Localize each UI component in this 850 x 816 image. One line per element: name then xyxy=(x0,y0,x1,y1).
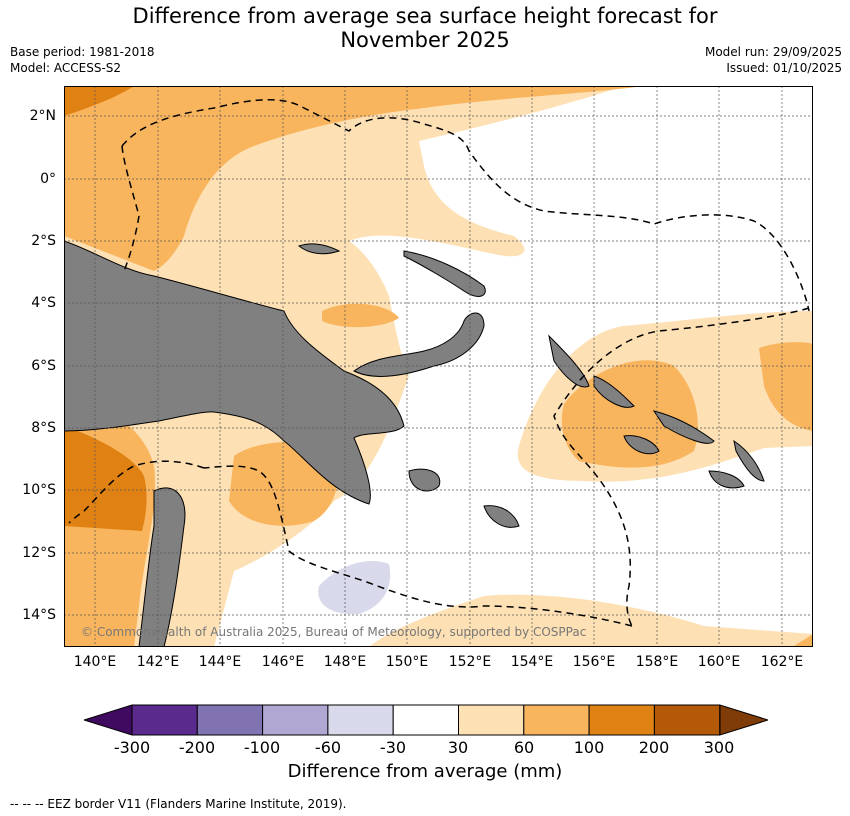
colorbar-tick: -60 xyxy=(314,738,342,757)
colorbar-tick: 60 xyxy=(513,738,535,757)
lat-label-8s: 8°S xyxy=(31,420,56,436)
anomaly-fill-60-100-se xyxy=(794,634,813,647)
guadalcanal xyxy=(623,435,660,455)
issued-date: Issued: 01/10/2025 xyxy=(726,61,842,75)
base-period: Base period: 1981-2018 xyxy=(10,45,155,59)
lon-label-162e: 162°E xyxy=(760,654,804,670)
anomaly-fill-60-100-patch-1 xyxy=(322,303,399,328)
anomaly-fill-near-average xyxy=(214,86,813,647)
map-frame xyxy=(64,86,813,647)
anomaly-fill-100-200-nw xyxy=(64,86,134,116)
lon-label-154e: 154°E xyxy=(510,654,554,670)
colorbar-tick: 300 xyxy=(703,738,735,757)
new-guinea xyxy=(64,240,405,505)
cape-york xyxy=(138,487,186,647)
copyright-text: © Commonwealth of Australia 2025, Bureau… xyxy=(81,625,586,639)
map-title: Difference from average sea surface heig… xyxy=(0,4,850,52)
model-run: Model run: 29/09/2025 xyxy=(704,45,842,59)
colorbar-tick: 100 xyxy=(573,738,605,757)
lon-label-146e: 146°E xyxy=(261,654,305,670)
lon-label-148e: 148°E xyxy=(323,654,367,670)
title-line-2: November 2025 xyxy=(340,28,510,52)
sea-level-map: © Commonwealth of Australia 2025, Bureau… xyxy=(64,86,813,647)
lat-label-2s: 2°S xyxy=(31,233,56,249)
choiseul xyxy=(593,375,635,408)
lat-label-4s: 4°S xyxy=(31,295,56,311)
lon-label-142e: 142°E xyxy=(136,654,180,670)
eez-legend: -- -- -- EEZ border V11 (Flanders Marine… xyxy=(10,797,347,811)
colorbar-tick: 200 xyxy=(638,738,670,757)
title-line-1: Difference from average sea surface heig… xyxy=(132,4,718,28)
san-cristobal xyxy=(708,470,745,489)
colorbar-segment xyxy=(523,704,590,736)
meta-left: Base period: 1981-2018 Model: ACCESS-S2 xyxy=(10,44,155,76)
islands-south xyxy=(408,468,441,492)
new-britain xyxy=(353,312,485,377)
colorbar-label: Difference from average (mm) xyxy=(287,761,563,782)
colorbar-tick: -200 xyxy=(178,738,216,757)
anomaly-fill-60-100-north xyxy=(64,86,644,271)
colorbar-tick: -100 xyxy=(243,738,281,757)
lon-label-160e: 160°E xyxy=(697,654,741,670)
bougainville xyxy=(548,334,590,388)
colorbar-tick: -30 xyxy=(379,738,407,757)
colorbar-extend-low xyxy=(84,704,133,736)
anomaly-fill-60-100-east xyxy=(759,342,813,431)
santa-isabel xyxy=(652,410,715,444)
meta-right: Model run: 29/09/2025 Issued: 01/10/2025 xyxy=(705,44,842,76)
lat-label-6s: 6°S xyxy=(31,358,56,374)
lat-label-0: 0° xyxy=(40,171,56,187)
lat-label-2n: 2°N xyxy=(29,108,56,124)
lat-label-10s: 10°S xyxy=(22,482,56,498)
lon-label-144e: 144°E xyxy=(198,654,242,670)
colorbar-segment xyxy=(196,704,264,736)
lon-label-156e: 156°E xyxy=(572,654,616,670)
colorbar-segment xyxy=(458,704,525,736)
eez-borders xyxy=(68,99,810,627)
lon-label-150e: 150°E xyxy=(385,654,429,670)
colorbar-extend-high xyxy=(719,704,768,736)
anomaly-fill-100-200-sw xyxy=(64,426,147,531)
lon-label-152e: 152°E xyxy=(448,654,492,670)
lat-label-14s: 14°S xyxy=(22,607,56,623)
colorbar xyxy=(84,704,768,736)
colorbar-segment xyxy=(131,704,198,736)
lat-label-12s: 12°S xyxy=(22,545,56,561)
colorbar-segment xyxy=(262,704,329,736)
colorbar-segment xyxy=(327,704,394,736)
land xyxy=(64,240,765,647)
model-name: Model: ACCESS-S2 xyxy=(10,61,122,75)
anomaly-fill-minus-30-60 xyxy=(318,560,391,615)
colorbar-segment xyxy=(653,704,721,736)
new-ireland xyxy=(403,250,486,297)
gridlines xyxy=(64,86,813,647)
lon-label-140e: 140°E xyxy=(73,654,117,670)
lon-label-158e: 158°E xyxy=(635,654,679,670)
colorbar-tick: -300 xyxy=(113,738,151,757)
islands-southeast xyxy=(483,505,520,528)
colorbar-segment xyxy=(588,704,655,736)
colorbar-tick: 30 xyxy=(447,738,469,757)
admiralty-islands xyxy=(297,243,341,255)
malaita xyxy=(733,439,765,482)
colorbar-segment xyxy=(392,704,460,736)
